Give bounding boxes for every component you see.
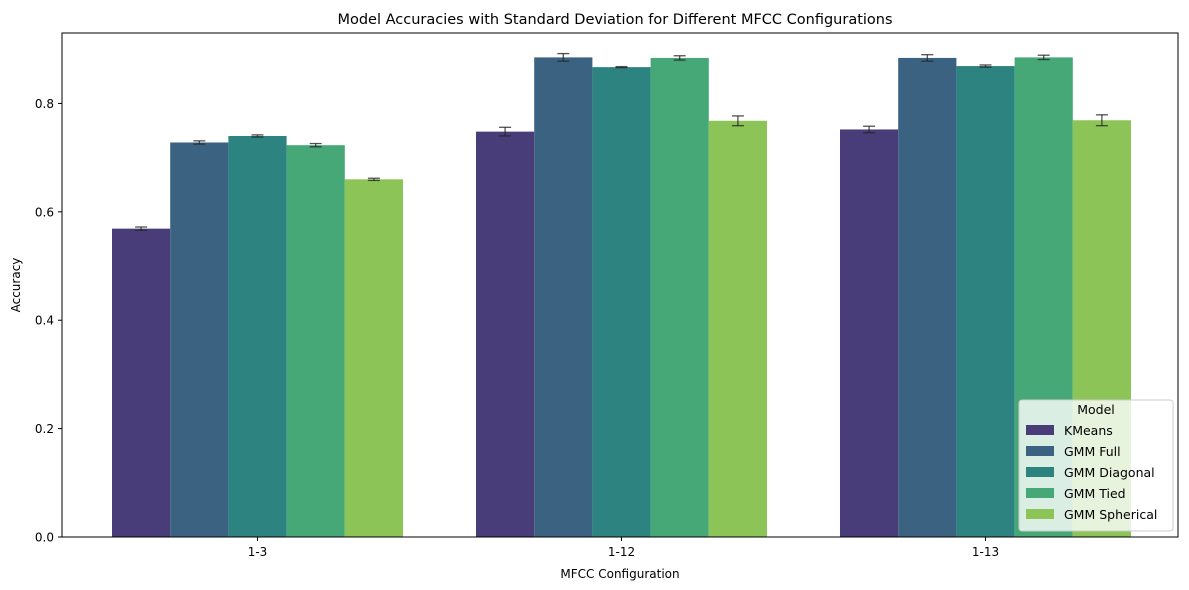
x-tick-label: 1-3 xyxy=(248,545,268,559)
plot-frame xyxy=(61,32,1179,538)
y-tick-label: 0.8 xyxy=(35,97,54,111)
errorbar-gmm-tied-1-3 xyxy=(309,142,322,148)
y-tick-label: 0.4 xyxy=(35,314,54,328)
errorbar-kmeans-1-12 xyxy=(499,126,512,137)
legend-swatch-gmm-spherical xyxy=(1026,509,1054,519)
errorbar-gmm-spherical-1-13 xyxy=(1095,114,1108,127)
bar-gmm-tied-1-12 xyxy=(650,57,709,538)
bar-kmeans-1-3 xyxy=(112,228,171,537)
errorbar-gmm-spherical-1-12 xyxy=(731,115,744,127)
x-tick-label: 1-13 xyxy=(972,545,999,559)
bar-kmeans-1-12 xyxy=(476,131,535,537)
y-tick-label: 0.0 xyxy=(35,531,54,545)
errorbar-gmm-diagonal-1-12 xyxy=(615,65,628,69)
legend-swatch-gmm-tied xyxy=(1026,488,1054,498)
errorbar-kmeans-1-3 xyxy=(135,226,148,231)
legend-swatch-kmeans xyxy=(1026,425,1054,435)
legend-label-gmm-spherical: GMM Spherical xyxy=(1064,507,1157,522)
y-tick-label: 0.6 xyxy=(35,205,54,219)
errorbar-gmm-tied-1-13 xyxy=(1037,54,1050,61)
errorbar-gmm-diagonal-1-3 xyxy=(251,134,264,138)
errorbar-gmm-full-1-3 xyxy=(193,140,206,145)
bar-gmm-diagonal-1-12 xyxy=(592,67,651,537)
bars-layer xyxy=(112,57,1131,538)
bar-gmm-full-1-13 xyxy=(898,57,957,538)
x-axis-label: MFCC Configuration xyxy=(560,567,679,581)
errorbar-gmm-diagonal-1-13 xyxy=(979,64,992,68)
y-axis: 0.0 0.2 0.4 0.6 0.8 xyxy=(35,97,62,545)
y-tick-label: 0.2 xyxy=(35,422,54,436)
bar-gmm-diagonal-1-3 xyxy=(228,135,287,537)
errorbars-layer xyxy=(135,52,1108,231)
bar-gmm-diagonal-1-13 xyxy=(956,66,1015,537)
legend-box xyxy=(1018,399,1174,532)
legend: Model KMeans GMM Full GMM Diagonal GMM Tied… xyxy=(1018,399,1174,532)
legend-title: Model xyxy=(1077,402,1115,417)
errorbar-gmm-tied-1-12 xyxy=(673,55,686,61)
legend-swatch-gmm-full xyxy=(1026,446,1054,456)
bar-gmm-tied-1-3 xyxy=(286,145,345,537)
bar-gmm-full-1-3 xyxy=(170,142,229,537)
y-axis-label: Accuracy xyxy=(9,258,23,313)
bar-gmm-full-1-12 xyxy=(534,57,593,537)
bar-gmm-spherical-1-3 xyxy=(344,179,403,537)
bar-kmeans-1-13 xyxy=(840,129,899,537)
legend-label-kmeans: KMeans xyxy=(1064,423,1113,438)
errorbar-kmeans-1-13 xyxy=(863,125,876,134)
legend-label-gmm-full: GMM Full xyxy=(1064,444,1121,459)
legend-label-gmm-diagonal: GMM Diagonal xyxy=(1064,465,1155,480)
bar-gmm-spherical-1-12 xyxy=(708,120,767,537)
errorbar-gmm-spherical-1-3 xyxy=(367,177,380,182)
legend-swatch-gmm-diagonal xyxy=(1026,467,1054,477)
errorbar-gmm-full-1-12 xyxy=(557,52,570,62)
legend-label-gmm-tied: GMM Tied xyxy=(1064,486,1126,501)
errorbar-gmm-full-1-13 xyxy=(921,54,934,62)
x-axis: 1-3 1-12 1-13 xyxy=(248,537,999,559)
x-tick-label: 1-12 xyxy=(608,545,635,559)
chart-title: Model Accuracies with Standard Deviation… xyxy=(337,12,892,28)
